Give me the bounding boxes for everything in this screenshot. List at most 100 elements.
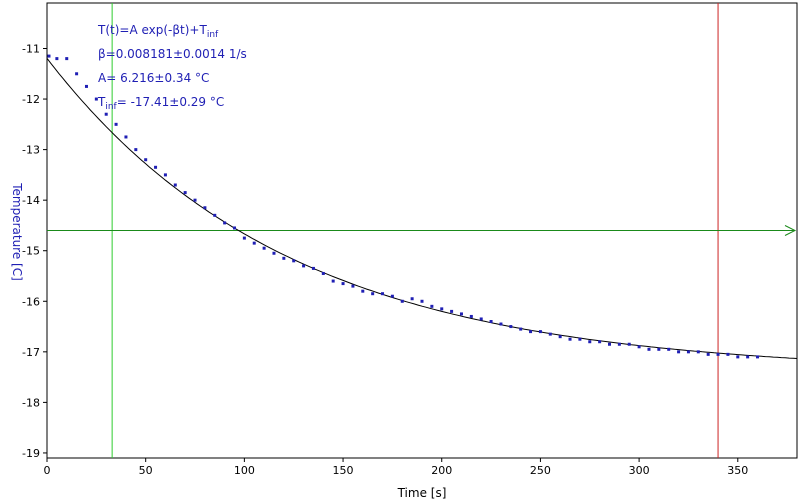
horizontal-cursor-arrow	[784, 225, 797, 236]
data-points	[47, 54, 760, 359]
data-point	[716, 352, 720, 356]
data-point	[341, 282, 345, 286]
x-axis-title: Time [s]	[397, 486, 447, 500]
data-point	[390, 294, 394, 298]
data-point	[440, 307, 444, 311]
data-point	[233, 226, 236, 230]
annotation-beta: β=0.008181±0.0014 1/s	[98, 47, 247, 61]
y-tick-label: -12	[22, 93, 40, 106]
data-point	[568, 337, 572, 341]
x-tick-label: 0	[44, 464, 51, 477]
data-point	[677, 350, 681, 354]
data-point	[420, 299, 424, 303]
data-point	[213, 213, 217, 217]
data-point	[538, 330, 542, 334]
data-point	[163, 173, 167, 177]
data-point	[321, 271, 325, 275]
annotation-amplitude: A= 6.216±0.34 °C	[98, 71, 209, 85]
data-point	[637, 345, 641, 349]
data-point	[104, 112, 108, 116]
data-point	[726, 352, 730, 356]
data-point	[65, 57, 69, 61]
data-point	[667, 347, 671, 351]
data-point	[598, 340, 602, 344]
data-point	[361, 289, 365, 293]
x-tick-label: 300	[629, 464, 650, 477]
data-point	[617, 342, 621, 346]
data-point	[292, 259, 296, 263]
data-point	[331, 279, 335, 283]
data-point	[371, 292, 375, 296]
y-tick-label: -17	[22, 346, 40, 359]
data-point	[381, 292, 385, 296]
data-point	[657, 347, 661, 351]
data-point	[183, 191, 187, 195]
y-axis: -11 -12 -13 -14 -15 -16 -17 -18 -19	[22, 43, 47, 460]
x-axis: 0 50 100 150 200 250 300 350	[44, 458, 748, 477]
y-tick-label: -16	[22, 295, 40, 308]
y-tick-label: -11	[22, 43, 40, 56]
data-point	[84, 84, 88, 88]
data-point	[686, 350, 690, 354]
x-tick-label: 350	[727, 464, 748, 477]
data-point	[311, 266, 315, 270]
data-point	[450, 309, 454, 313]
fit-curve	[46, 57, 798, 359]
data-point	[242, 236, 246, 240]
annotation-model: T(t)=A exp(-βt)+Tinf	[97, 23, 219, 40]
data-point	[144, 158, 148, 162]
x-tick-label: 100	[234, 464, 255, 477]
data-point	[696, 350, 700, 354]
data-point	[529, 330, 533, 334]
data-point	[124, 135, 128, 139]
y-axis-title: Temperature [C]	[10, 182, 24, 281]
data-point	[223, 221, 227, 225]
x-tick-label: 200	[431, 464, 452, 477]
data-point	[134, 148, 138, 152]
data-point	[459, 312, 463, 316]
data-point	[548, 332, 552, 336]
data-point	[479, 317, 483, 321]
data-point	[756, 355, 760, 359]
data-point	[114, 122, 118, 126]
data-point	[302, 264, 306, 268]
data-point	[578, 337, 582, 341]
annotation-tinf: Tinf= -17.41±0.29 °C	[97, 95, 224, 112]
x-tick-label: 250	[530, 464, 551, 477]
cursor-lines	[47, 3, 797, 458]
data-point	[519, 327, 523, 331]
data-point	[252, 241, 256, 245]
data-point	[75, 72, 79, 76]
data-point	[706, 352, 710, 356]
data-point	[627, 342, 631, 346]
data-point	[430, 304, 434, 308]
data-point	[55, 57, 59, 61]
x-tick-label: 50	[139, 464, 153, 477]
y-tick-label: -14	[22, 194, 40, 207]
data-point	[400, 299, 404, 303]
y-tick-label: -19	[22, 447, 40, 460]
data-point	[154, 165, 158, 169]
data-point	[351, 284, 355, 288]
data-point	[489, 320, 493, 323]
data-point	[588, 340, 592, 344]
data-point	[410, 297, 414, 301]
data-point	[262, 246, 266, 250]
data-point	[272, 251, 276, 255]
data-point	[193, 198, 197, 202]
x-tick-label: 150	[333, 464, 354, 477]
data-point	[558, 335, 562, 339]
y-tick-label: -18	[22, 396, 40, 409]
data-point	[173, 183, 177, 187]
data-point	[47, 54, 51, 58]
data-point	[647, 347, 651, 351]
y-tick-label: -13	[22, 144, 40, 157]
data-point	[746, 355, 750, 359]
y-tick-label: -15	[22, 245, 40, 258]
data-point	[509, 325, 513, 329]
data-point	[203, 206, 207, 210]
data-point	[608, 342, 611, 346]
data-point	[469, 314, 473, 318]
data-point	[282, 256, 286, 260]
